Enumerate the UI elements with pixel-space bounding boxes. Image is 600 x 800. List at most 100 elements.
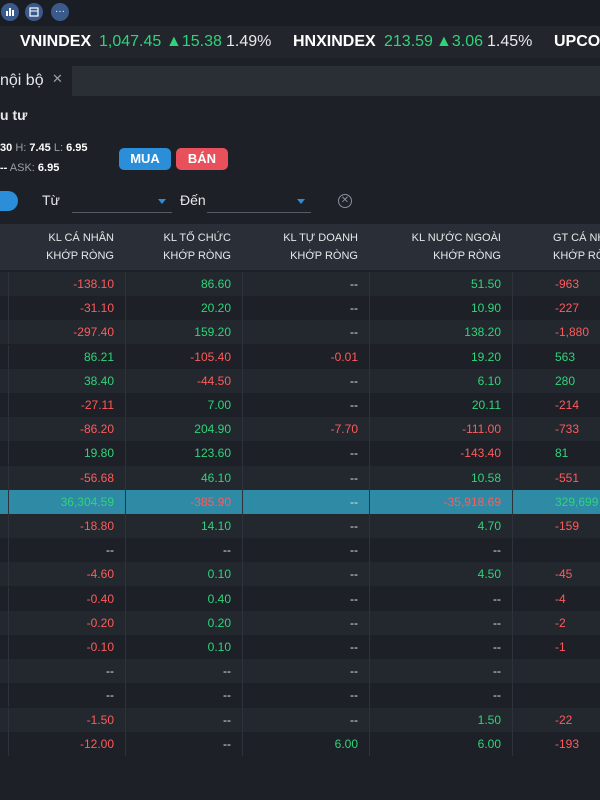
- row-stub: [0, 272, 9, 296]
- table-cell: --: [493, 591, 501, 606]
- table-cell: --: [223, 712, 231, 727]
- table-row[interactable]: -- -- -- --: [0, 659, 600, 684]
- table-row[interactable]: -297.40 159.20 -- 138.20 -1,880: [0, 320, 600, 345]
- table-row[interactable]: -0.10 0.10 -- -- -1: [0, 635, 600, 659]
- row-stub: [0, 320, 9, 345]
- to-date-select[interactable]: [207, 190, 311, 213]
- table-row[interactable]: -138.10 86.60 -- 51.50 -963: [0, 272, 600, 296]
- table-row[interactable]: -27.11 7.00 -- 20.11 -214: [0, 393, 600, 417]
- table-cell: 14.10: [200, 519, 231, 533]
- column-header-kl-tu-doanh[interactable]: KL TỰ DOANH KHỚP RÒNG: [283, 232, 358, 262]
- table-cell: -1,880: [555, 325, 590, 340]
- row-stub: [0, 344, 9, 369]
- table-row[interactable]: -0.40 0.40 -- -- -4: [0, 586, 600, 611]
- table-cell: 19.80: [83, 446, 114, 461]
- table-row[interactable]: -18.80 14.10 -- 4.70 -159: [0, 514, 600, 538]
- tab-label: nội bộ: [0, 72, 44, 89]
- index-value: 1,047.45: [99, 33, 162, 50]
- row-stub: [0, 731, 9, 756]
- close-icon[interactable]: ✕: [52, 71, 63, 86]
- table-cell: 51.50: [470, 277, 501, 291]
- table-cell: -227: [555, 301, 580, 316]
- tab-internal[interactable]: nội bộ ✕: [0, 66, 72, 96]
- table-cell: --: [350, 664, 358, 679]
- filter-toggle[interactable]: [0, 191, 18, 211]
- quote-line-1: 30 H: 7.45 L: 6.95: [0, 142, 88, 154]
- table-cell: 19.20: [470, 349, 501, 364]
- table-cell: --: [350, 470, 358, 485]
- table-cell: 10.58: [470, 470, 501, 485]
- chart-icon[interactable]: [1, 3, 19, 21]
- table-cell: -551: [555, 470, 580, 485]
- calendar-icon[interactable]: [25, 3, 43, 21]
- table-row[interactable]: -31.10 20.20 -- 10.90 -227: [0, 296, 600, 321]
- index-name[interactable]: HNXINDEX: [293, 33, 376, 50]
- table-row[interactable]: -1.50 -- -- 1.50 -22: [0, 707, 600, 732]
- table-cell: --: [350, 277, 358, 291]
- chevron-down-icon: [158, 199, 166, 204]
- row-stub: [0, 514, 9, 538]
- table-row[interactable]: 19.80 123.60 -- -143.40 81: [0, 441, 600, 466]
- low-label: L:: [53, 142, 64, 154]
- row-stub: [0, 441, 9, 466]
- sell-button[interactable]: BÁN: [176, 148, 228, 170]
- table-cell: --: [493, 688, 501, 703]
- column-header-kl-ca-nhan[interactable]: KL CÁ NHÂN KHỚP RÒNG: [46, 232, 114, 262]
- table-cell: --: [493, 543, 501, 558]
- table-cell: 6.00: [477, 736, 501, 751]
- table-row[interactable]: -4.60 0.10 -- 4.50 -45: [0, 562, 600, 587]
- table-cell: --: [106, 688, 114, 703]
- table-row[interactable]: 86.21 -105.40 -0.01 19.20 563: [0, 344, 600, 369]
- more-icon[interactable]: ···: [51, 3, 69, 21]
- column-divider: [369, 272, 370, 756]
- table-cell: -18.80: [79, 519, 114, 533]
- table-cell: 159.20: [194, 325, 231, 340]
- table-row-selected[interactable]: 36,304.59 -385.90 -- -35,918.69 329,699: [0, 489, 600, 514]
- buy-button[interactable]: MUA: [119, 148, 171, 170]
- table-cell: --: [350, 301, 358, 316]
- clear-icon[interactable]: ✕: [338, 194, 352, 208]
- table-cell: -963: [555, 277, 580, 291]
- table-cell: 7.00: [207, 398, 231, 412]
- table-cell: -56.68: [79, 470, 114, 485]
- top-toolbar: ···: [0, 0, 600, 26]
- from-date-select[interactable]: [72, 190, 172, 213]
- table-row[interactable]: -- -- -- --: [0, 683, 600, 708]
- index-name[interactable]: VNINDEX: [20, 33, 92, 50]
- table-cell: --: [350, 712, 358, 727]
- index-value: 213.59: [384, 33, 433, 50]
- table-cell: -45: [555, 567, 573, 582]
- column-header-kl-nuoc-ngoai[interactable]: KL NƯỚC NGOÀI KHỚP RÒNG: [411, 232, 501, 262]
- table-header: KL CÁ NHÂN KHỚP RÒNG KL TỔ CHỨC KHỚP RÒNG …: [0, 224, 600, 270]
- from-label: Từ: [42, 192, 60, 208]
- row-stub: [0, 586, 9, 611]
- table-cell: -143.40: [460, 446, 501, 461]
- index-change: ▲15.38: [166, 33, 222, 50]
- table-cell: -27.11: [80, 398, 114, 412]
- index-name[interactable]: UPCO: [554, 33, 600, 50]
- table-cell: 0.20: [207, 615, 231, 630]
- table-cell: -35,918.69: [443, 494, 501, 509]
- table-row[interactable]: -- -- -- --: [0, 538, 600, 563]
- table-cell: -733: [555, 422, 580, 437]
- table-row[interactable]: -0.20 0.20 -- -- -2: [0, 610, 600, 635]
- table-cell: 86.60: [200, 277, 231, 291]
- table-cell: 38.40: [83, 373, 114, 388]
- table-cell: -86.20: [79, 422, 114, 437]
- index-pct: 1.45%: [487, 33, 533, 50]
- table-cell: -0.10: [86, 640, 114, 654]
- table-row[interactable]: 38.40 -44.50 -- 6.10 280: [0, 368, 600, 393]
- table-cell: --: [350, 325, 358, 340]
- table-cell: -105.40: [190, 349, 231, 364]
- quote-line-2: -- ASK: 6.95: [0, 162, 59, 174]
- table-row[interactable]: -12.00 -- 6.00 6.00 -193: [0, 731, 600, 756]
- table-cell: --: [350, 543, 358, 558]
- table-cell: 280: [555, 373, 576, 388]
- table-row[interactable]: -56.68 46.10 -- 10.58 -551: [0, 465, 600, 490]
- table-cell: --: [106, 664, 114, 679]
- column-header-kl-to-chuc[interactable]: KL TỔ CHỨC KHỚP RÒNG: [163, 232, 231, 262]
- column-divider: [512, 272, 513, 756]
- table-row[interactable]: -86.20 204.90 -7.70 -111.00 -733: [0, 417, 600, 442]
- table-cell: --: [223, 543, 231, 558]
